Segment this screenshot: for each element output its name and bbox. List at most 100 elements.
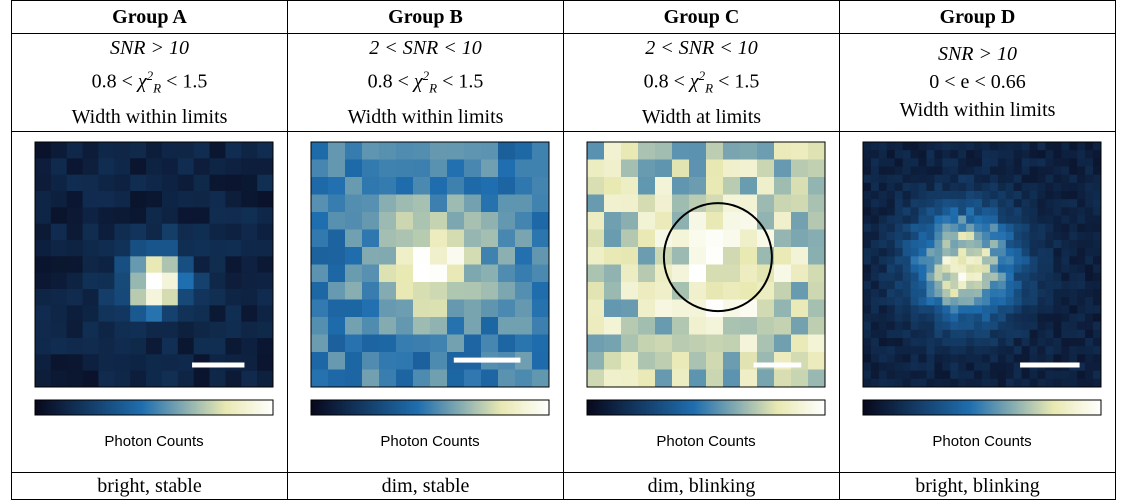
image-pixel	[997, 272, 1005, 281]
image-pixel	[1037, 207, 1045, 216]
image-pixel	[902, 215, 910, 224]
image-pixel	[791, 317, 809, 335]
image-pixel	[1053, 305, 1061, 314]
image-pixel	[942, 264, 950, 273]
image-pixel	[161, 223, 177, 240]
image-pixel	[918, 207, 926, 216]
image-pixel	[918, 223, 926, 232]
image-pixel	[672, 352, 690, 370]
image-pixel	[1093, 272, 1101, 281]
image-pixel	[362, 177, 380, 195]
image-pixel	[379, 299, 397, 317]
image-pixel	[1013, 264, 1021, 273]
image-pixel	[870, 354, 878, 363]
image-pixel	[1077, 158, 1085, 167]
image-pixel	[878, 362, 886, 371]
image-pixel	[1037, 223, 1045, 232]
image-pixel	[689, 229, 707, 247]
scale-bar	[192, 362, 244, 367]
image-pixel	[958, 231, 966, 240]
image-pixel	[942, 338, 950, 347]
image-pixel	[1069, 289, 1077, 298]
image-pixel	[50, 272, 66, 289]
image-pixel	[532, 142, 550, 160]
image-pixel	[1005, 150, 1013, 159]
image-pixel	[808, 159, 826, 177]
image-pixel	[950, 182, 958, 191]
image-pixel	[706, 229, 724, 247]
image-pixel	[328, 212, 346, 230]
image-pixel	[989, 215, 997, 224]
image-pixel	[886, 354, 894, 363]
image-pixel	[345, 299, 363, 317]
image-pixel	[950, 231, 958, 240]
image-pixel	[886, 321, 894, 330]
image-pixel	[193, 174, 209, 191]
image-pixel	[706, 334, 724, 352]
image-pixel	[66, 370, 82, 387]
image-pixel	[740, 229, 758, 247]
image-pixel	[1093, 370, 1101, 379]
image-pixel	[878, 256, 886, 265]
image-pixel	[863, 166, 871, 175]
image-pixel	[177, 207, 193, 224]
image-pixel	[1069, 223, 1077, 232]
image-pixel	[878, 378, 886, 387]
image-pixel	[934, 289, 942, 298]
image-pixel	[587, 264, 605, 282]
image-pixel	[926, 215, 934, 224]
image-pixel	[902, 199, 910, 208]
image-pixel	[886, 158, 894, 167]
image-pixel	[209, 158, 225, 175]
image-pixel	[926, 289, 934, 298]
image-pixel	[902, 150, 910, 159]
image-pixel	[498, 282, 516, 300]
image-pixel	[989, 289, 997, 298]
image-pixel	[966, 354, 974, 363]
image-pixel	[1093, 150, 1101, 159]
image-pixel	[910, 182, 918, 191]
image-pixel	[82, 142, 98, 159]
image-pixel	[1005, 256, 1013, 265]
image-pixel	[98, 223, 114, 240]
image-pixel	[35, 272, 51, 289]
image-pixel	[918, 166, 926, 175]
image-pixel	[934, 174, 942, 183]
image-pixel	[1093, 329, 1101, 338]
image-pixel	[1085, 378, 1093, 387]
image-pixel	[1021, 313, 1029, 322]
image-pixel	[1085, 313, 1093, 322]
image-pixel	[1077, 264, 1085, 273]
image-pixel	[1029, 182, 1037, 191]
image-pixel	[161, 142, 177, 159]
image-pixel	[863, 142, 871, 151]
image-pixel	[740, 369, 758, 387]
image-pixel	[926, 378, 934, 387]
criterion-part: χ	[690, 71, 699, 93]
image-pixel	[1053, 248, 1061, 257]
image-pixel	[910, 313, 918, 322]
image-pixel	[1061, 338, 1069, 347]
image-pixel	[1085, 370, 1093, 379]
image-pixel	[1077, 313, 1085, 322]
image-pixel	[926, 362, 934, 371]
image-pixel	[878, 223, 886, 232]
image-pixel	[757, 317, 775, 335]
image-pixel	[225, 191, 241, 208]
image-pixel	[1045, 231, 1053, 240]
image-pixel	[672, 212, 690, 230]
image-pixel	[1013, 240, 1021, 249]
image-pixel	[886, 240, 894, 249]
image-pixel	[1093, 231, 1101, 240]
image-pixel	[311, 142, 329, 160]
image-pixel	[886, 329, 894, 338]
image-pixel	[1085, 248, 1093, 257]
image-pixel	[918, 305, 926, 314]
image-pixel	[1061, 370, 1069, 379]
image-pixel	[1045, 329, 1053, 338]
image-pixel	[464, 194, 482, 212]
image-pixel	[966, 231, 974, 240]
image-pixel	[740, 142, 758, 160]
image-pixel	[1013, 231, 1021, 240]
image-pixel	[706, 317, 724, 335]
